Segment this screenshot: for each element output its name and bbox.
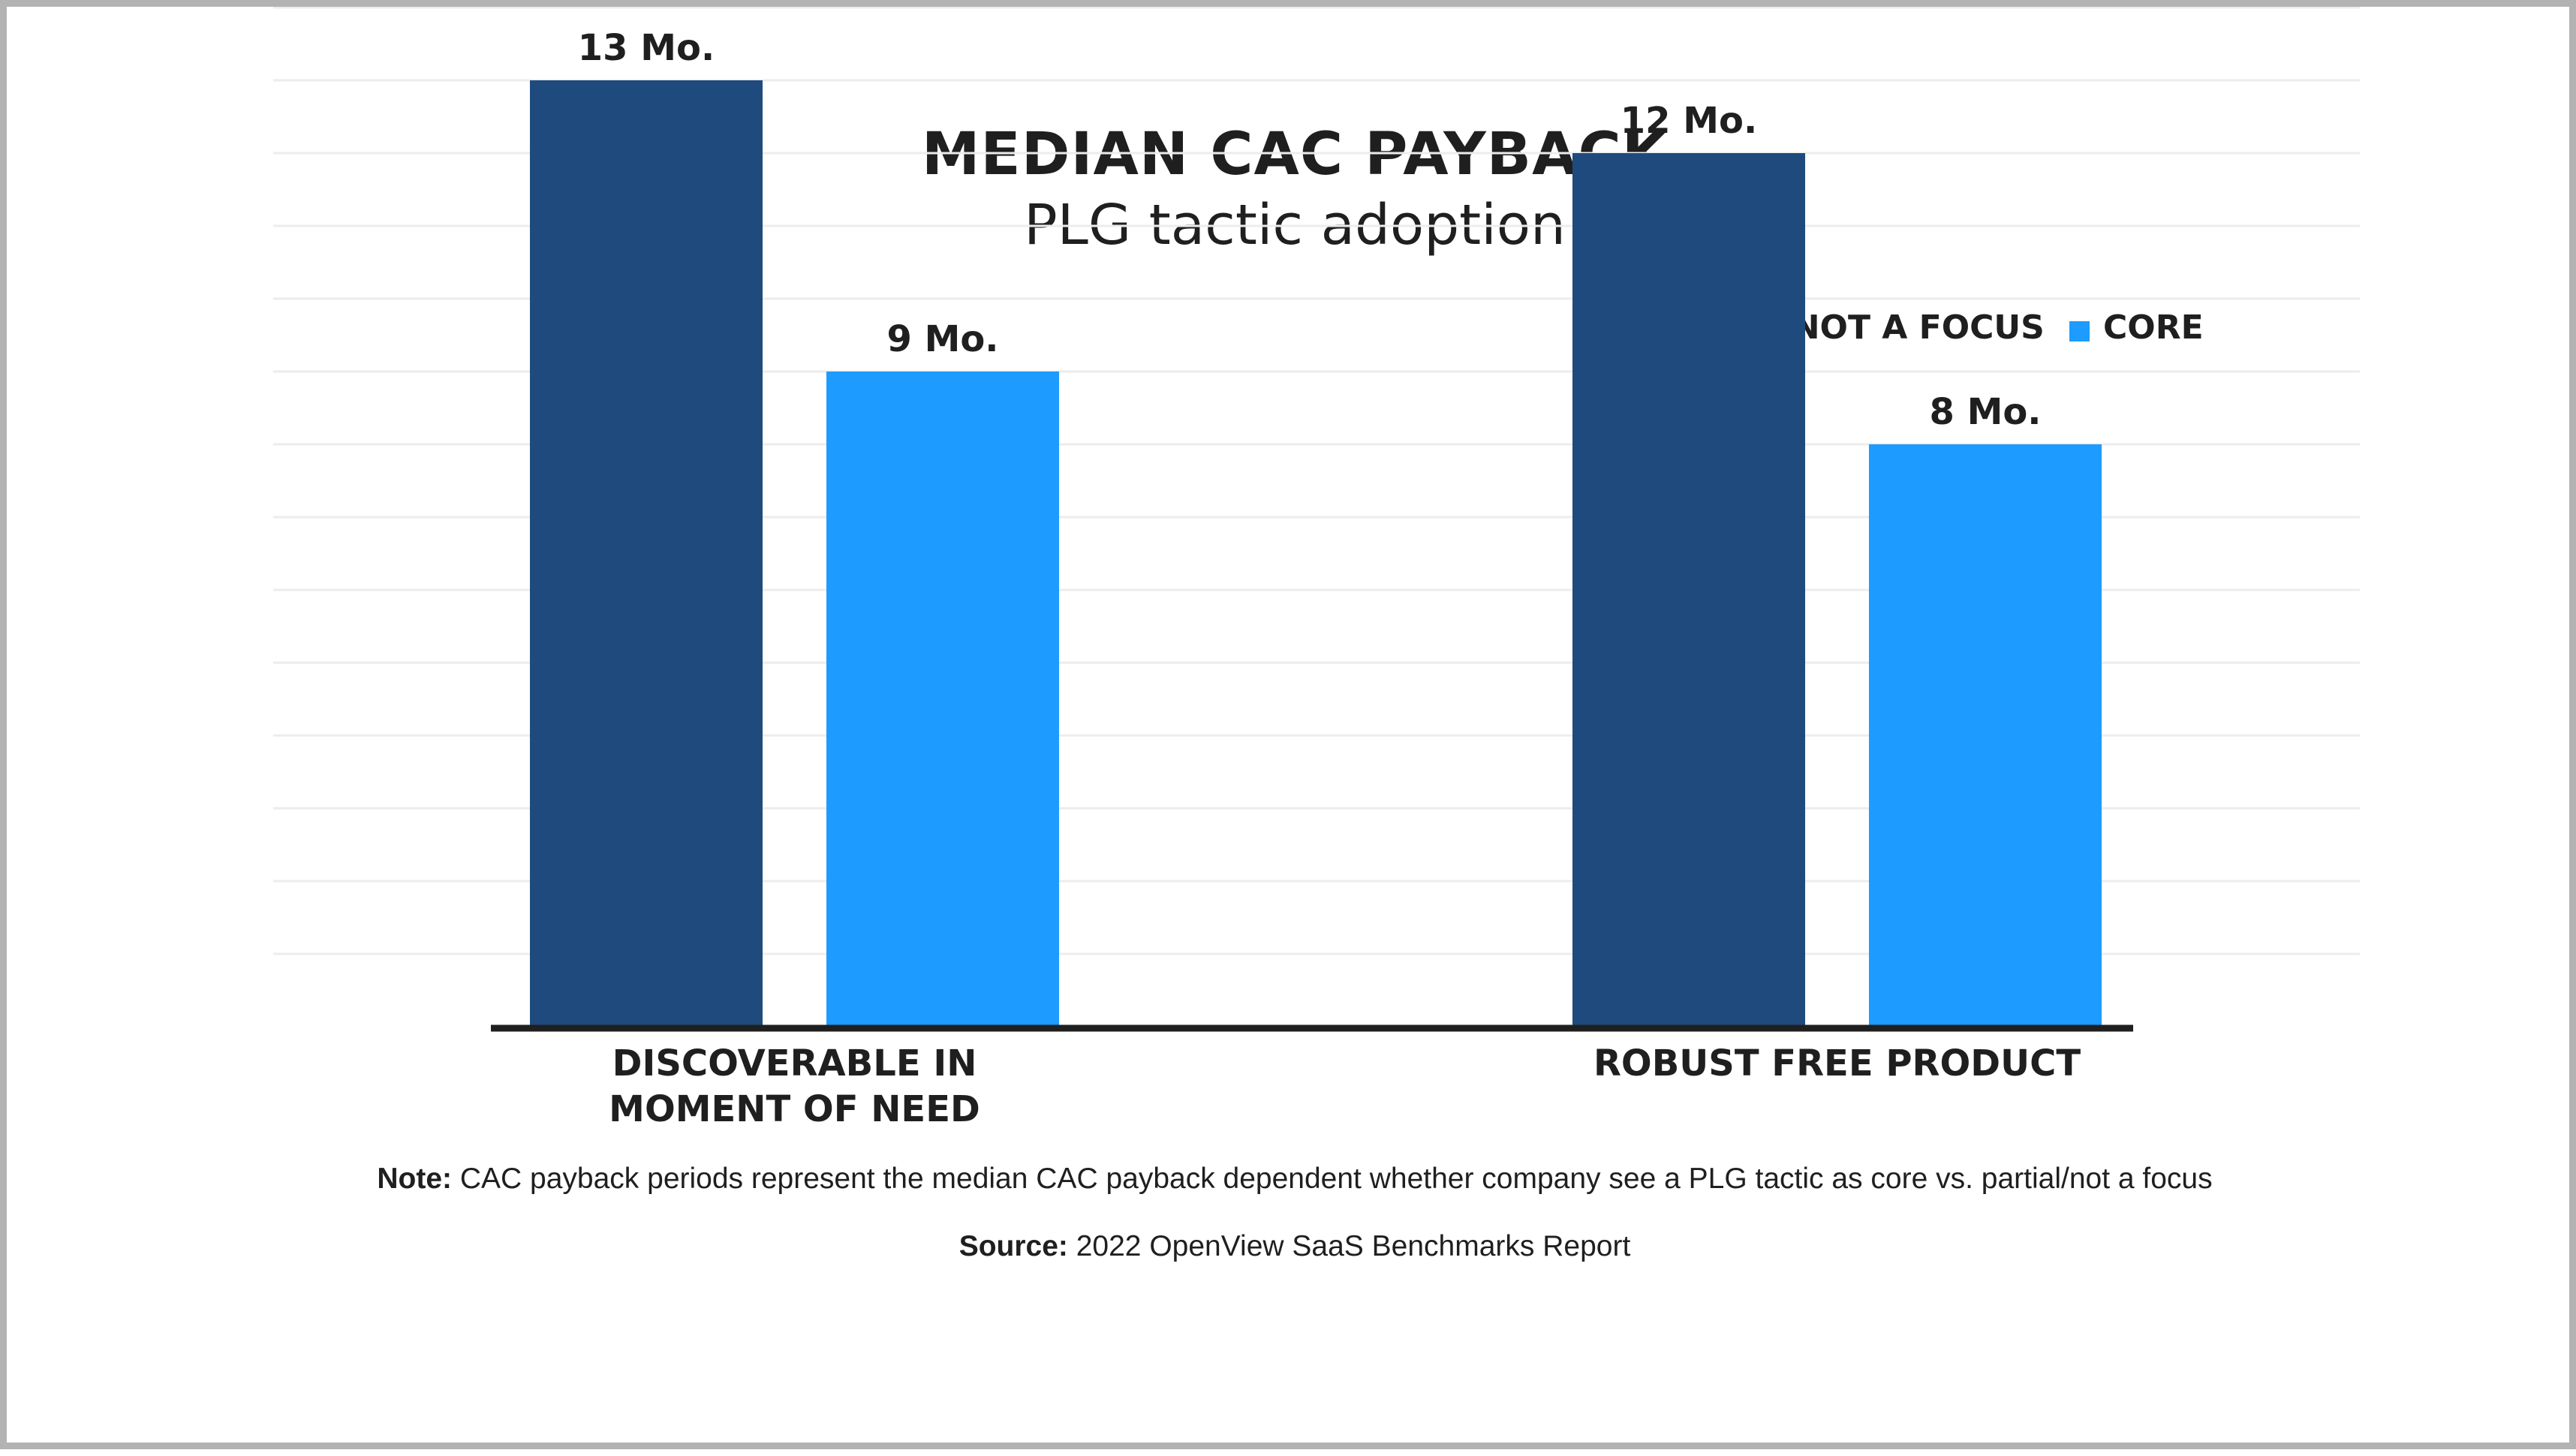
data-label: 12 Mo.: [1621, 100, 1757, 142]
chart-title: MEDIAN CAC PAYBACK: [921, 121, 1669, 188]
category-label: ROBUST FREE PRODUCT: [1593, 1042, 2081, 1084]
bar-chart: 13 Mo. 9 Mo. DISCOVERABLE IN MOMENT OF NEED…: [273, 7, 2360, 1130]
category-label: DISCOVERABLE IN MOMENT OF NEED: [609, 1042, 980, 1130]
bar-core-1: [1869, 444, 2102, 1027]
bar-partial-1: [1572, 153, 1805, 1027]
data-label: 13 Mo.: [578, 27, 715, 69]
source-text: 2022 OpenView SaaS Benchmarks Report: [1067, 1230, 1631, 1262]
data-label: 9 Mo.: [886, 318, 998, 360]
legend-label-core: CORE: [2103, 308, 2204, 347]
footer-source: Source: 2022 OpenView SaaS Benchmarks Re…: [7, 1230, 2576, 1263]
note-text: CAC payback periods represent the median…: [452, 1163, 2213, 1195]
footer-note: Note: CAC payback periods represent the …: [7, 1163, 2576, 1196]
note-label: Note:: [377, 1163, 453, 1195]
data-label: 8 Mo.: [1929, 391, 2041, 433]
bar-core-0: [826, 372, 1059, 1027]
legend-swatch-core: [2069, 321, 2090, 341]
bar-partial-0: [530, 80, 763, 1027]
source-label: Source:: [958, 1230, 1068, 1262]
